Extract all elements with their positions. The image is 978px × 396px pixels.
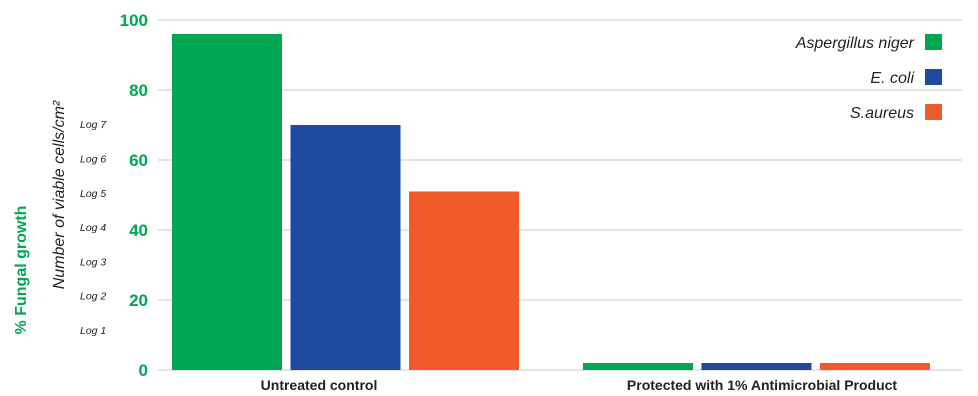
legend: Aspergillus niger E. coli S.aureus <box>795 34 942 122</box>
bar <box>290 125 401 370</box>
log-tick-label: Log 4 <box>80 222 106 234</box>
bar <box>583 363 693 370</box>
x-axis-categories: Untreated control Protected with 1% Antim… <box>261 377 898 393</box>
legend-swatch <box>925 34 942 50</box>
y-tick-label: 60 <box>129 151 148 170</box>
log-axis-ticks: Log 1 Log 2 Log 3 Log 4 Log 5 Log 6 Log 7 <box>80 119 107 337</box>
y-tick-label: 100 <box>120 11 148 30</box>
x-category-label: Protected with 1% Antimicrobial Product <box>627 377 898 393</box>
log-tick-label: Log 5 <box>80 188 106 200</box>
y-tick-label: 80 <box>129 81 148 100</box>
log-tick-label: Log 2 <box>80 291 106 303</box>
bar <box>820 363 930 370</box>
legend-swatch <box>925 104 942 120</box>
legend-swatch <box>925 69 942 85</box>
bar <box>409 191 519 370</box>
bar <box>701 363 812 370</box>
log-tick-label: Log 1 <box>80 325 106 337</box>
legend-label: S.aureus <box>850 105 914 122</box>
legend-label: E. coli <box>870 70 914 87</box>
bars <box>172 34 930 370</box>
y-tick-label: 0 <box>139 361 148 380</box>
y-tick-label: 20 <box>129 291 148 310</box>
y-axis-ticks: 0 20 40 60 80 100 <box>120 11 148 380</box>
bar <box>172 34 282 370</box>
x-category-label: Untreated control <box>261 377 378 393</box>
y-axis-label: % Fungal growth <box>13 206 30 335</box>
y-tick-label: 40 <box>129 221 148 240</box>
log-tick-label: Log 6 <box>80 154 106 166</box>
log-tick-label: Log 7 <box>80 119 107 131</box>
log-tick-label: Log 3 <box>80 256 106 268</box>
y-axis-label-secondary: Number of viable cells/cm² <box>51 100 68 289</box>
legend-label: Aspergillus niger <box>795 35 915 52</box>
